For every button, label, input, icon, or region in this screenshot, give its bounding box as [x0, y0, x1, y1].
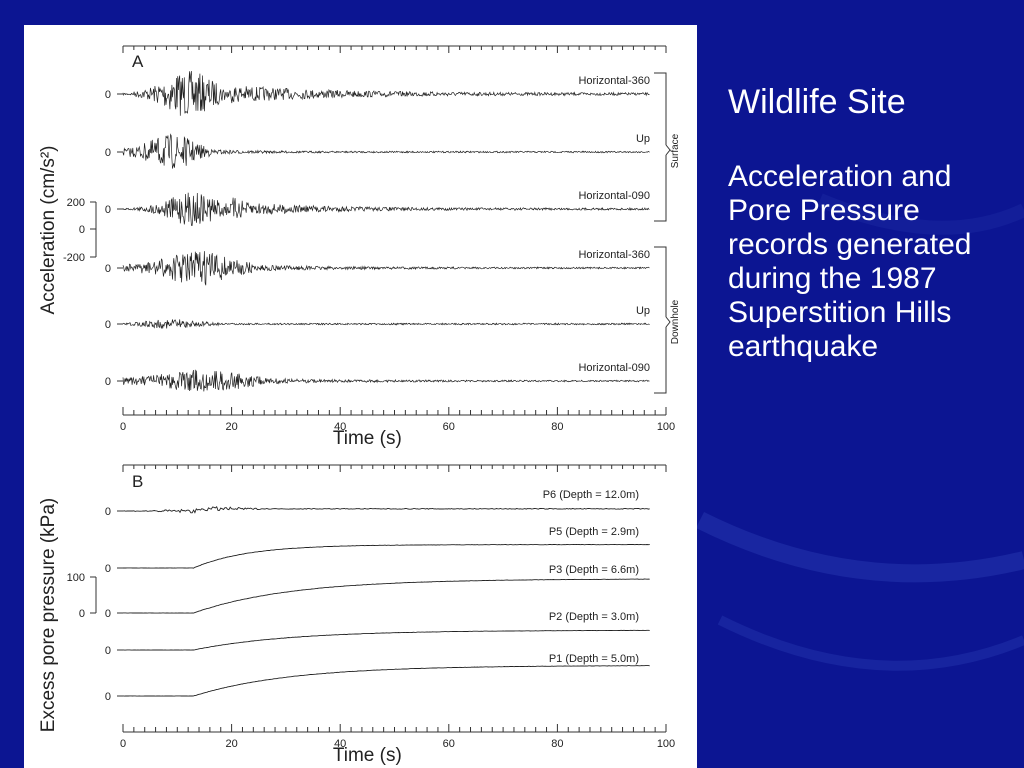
baseline-zero-label: 0 — [105, 608, 111, 620]
x-axis-label: Time (s) — [333, 428, 402, 449]
baseline-zero-label: 0 — [105, 89, 111, 101]
baseline-zero-label: 0 — [105, 691, 111, 703]
slide-title: Wildlife Site — [728, 83, 906, 121]
slide-body: Acceleration and Pore Pressure records g… — [728, 160, 972, 363]
downhole-bracket-bottom — [654, 327, 667, 394]
x-axis-label: Time (s) — [333, 745, 402, 766]
figure-panel: 0 20 40 60 80 100 Time (s) A Acceleration (cm/s²… — [24, 25, 697, 768]
group-label-downhole: Downhole — [670, 299, 681, 344]
pressure-trace — [123, 578, 650, 614]
baseline-zero-label: 0 — [105, 645, 111, 657]
series-label: Up — [636, 305, 650, 317]
scale-bar-label: 200 — [67, 197, 85, 209]
x-tick-label: 40 — [334, 421, 346, 433]
scale-bar-label: 0 — [79, 224, 85, 236]
baseline-zero-label: 0 — [105, 319, 111, 331]
series-label: P3 (Depth = 6.6m) — [549, 564, 639, 576]
x-tick-label: 80 — [551, 738, 563, 750]
scale-bar-label: -200 — [63, 252, 85, 264]
trace-line — [122, 251, 650, 286]
group-label-surface: Surface — [670, 133, 681, 168]
figure-svg: 0 20 40 60 80 100 Time (s) A Acceleration (cm/s²… — [38, 45, 681, 766]
pressure-trace — [122, 665, 650, 697]
x-tick-label: 100 — [657, 421, 675, 433]
scale-bar-label: 100 — [67, 572, 85, 584]
surface-bracket-notch — [665, 144, 671, 156]
x-tick-label: 0 — [120, 421, 126, 433]
pressure-trace — [123, 544, 650, 569]
series-label: Horizontal-360 — [578, 75, 650, 87]
baseline-zero-label: 0 — [105, 376, 111, 388]
baseline-zero-label: 0 — [105, 263, 111, 275]
surface-bracket-top — [654, 72, 667, 85]
trace-line — [122, 319, 650, 329]
trace-line — [122, 133, 650, 169]
series-label: Horizontal-090 — [578, 190, 650, 202]
trace-line — [122, 192, 650, 226]
trace-line — [122, 71, 650, 116]
x-tick-label: 20 — [225, 738, 237, 750]
x-tick-label: 60 — [443, 738, 455, 750]
y-axis-label-a: Acceleration (cm/s²) — [38, 146, 59, 315]
x-tick-label: 60 — [443, 421, 455, 433]
pressure-trace — [122, 629, 650, 651]
series-label: P1 (Depth = 5.0m) — [549, 653, 639, 665]
x-tick-label: 20 — [225, 421, 237, 433]
series-label: Horizontal-090 — [578, 362, 650, 374]
panel-label-a: A — [132, 52, 144, 71]
series-label: P5 (Depth = 2.9m) — [549, 526, 639, 538]
trace-line — [122, 369, 650, 392]
series-label: P2 (Depth = 3.0m) — [549, 611, 639, 623]
downhole-bracket-top — [654, 246, 667, 317]
baseline-zero-label: 0 — [105, 506, 111, 518]
pressure-trace — [122, 506, 650, 514]
downhole-bracket-notch — [665, 316, 671, 328]
surface-bracket-bottom — [654, 155, 667, 222]
scale-bar-label: 0 — [79, 608, 85, 620]
baseline-zero-label: 0 — [105, 563, 111, 575]
series-label: Horizontal-360 — [578, 249, 650, 261]
series-label: Up — [636, 133, 650, 145]
panel-label-b: B — [132, 472, 143, 491]
baseline-zero-label: 0 — [105, 147, 111, 159]
y-axis-label-b: Excess pore pressure (kPa) — [38, 498, 59, 732]
x-tick-label: 100 — [657, 738, 675, 750]
series-label: P6 (Depth = 12.0m) — [543, 489, 639, 501]
x-tick-label: 80 — [551, 421, 563, 433]
baseline-zero-label: 0 — [105, 204, 111, 216]
x-tick-label: 0 — [120, 738, 126, 750]
x-tick-label: 40 — [334, 738, 346, 750]
